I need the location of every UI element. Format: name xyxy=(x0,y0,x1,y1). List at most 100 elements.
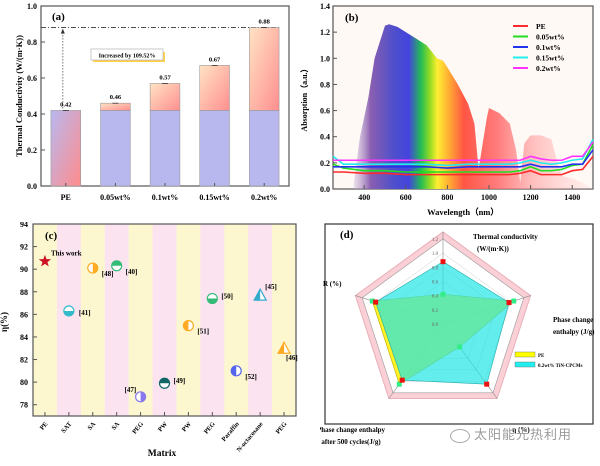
x-tick-label-c: SA xyxy=(111,421,122,432)
data-label: 0.42 xyxy=(60,101,71,108)
y-tick-label-a: 0.4 xyxy=(27,110,37,119)
y-tick-label-b: 1.2 xyxy=(320,28,330,37)
x-tick-label-c: SAT xyxy=(60,420,74,434)
data-label: 0.57 xyxy=(159,74,171,81)
star-marker-icon xyxy=(38,254,52,267)
data-point-[46]: [46] xyxy=(277,340,298,362)
x-tick-label-a: 0.05wt% xyxy=(100,193,130,202)
bar-PE xyxy=(50,110,81,187)
point-label: [50] xyxy=(221,293,233,301)
y-tick-label-b: 1.4 xyxy=(320,2,330,11)
category-band xyxy=(56,224,82,416)
legend-swatch-0.2wt% TiN-CPCMs xyxy=(514,361,536,368)
category-band xyxy=(176,224,201,416)
data-point-[45]: [45] xyxy=(253,283,277,301)
panel-label-d: (d) xyxy=(340,229,354,241)
radar-axis-label: R (%) xyxy=(323,280,342,288)
x-tick-label-a: PE xyxy=(61,193,71,202)
chart-a-svg: 0.420.460.570.670.88 0.00.20.40.60.81.0 … xyxy=(14,2,290,202)
radar-scale-label: 0.0 xyxy=(432,323,439,328)
legend-label: PE xyxy=(538,354,545,359)
point-label: [45] xyxy=(265,283,277,291)
radar-marker xyxy=(484,381,490,387)
data-label: 0.46 xyxy=(110,94,122,101)
x-tick-label-c: PEG xyxy=(203,421,217,436)
x-tick-label-c: Paraffin xyxy=(221,420,241,442)
y-tick-label-c: 78 xyxy=(20,401,28,410)
y-tick-label-c: 86 xyxy=(20,310,28,319)
wechat-logo-icon xyxy=(450,428,470,443)
legend-label: PE xyxy=(536,22,546,31)
category-band xyxy=(104,224,130,416)
watermark: 太阳能光热利用 xyxy=(450,424,572,443)
data-point-[49]: [49] xyxy=(158,377,186,389)
point-label: [47] xyxy=(125,386,137,394)
y-tick-label-a: 1.0 xyxy=(27,2,37,11)
marker-fill xyxy=(159,378,170,384)
category-band xyxy=(128,224,154,416)
x-tick-label-c: PE xyxy=(39,421,50,432)
x-tick-label-b: 1400 xyxy=(564,193,580,202)
bar-increase-0.05wt% xyxy=(100,102,131,111)
data-point-[52]: [52] xyxy=(230,365,257,381)
marker-fill xyxy=(92,263,98,274)
radar-scale-label: 0.4 xyxy=(432,295,439,300)
marker-fill xyxy=(140,391,146,402)
y-tick-label-b: 0.4 xyxy=(320,133,330,142)
radar-area-0.2wt% TiN-CPCMs xyxy=(375,261,510,385)
radar-marker xyxy=(457,344,463,350)
radar-axis-label: η (%) xyxy=(512,426,530,434)
point-label: [52] xyxy=(245,373,257,381)
data-point-[41]: [41] xyxy=(63,305,91,317)
radar-marker xyxy=(396,381,402,387)
legend-label: 0.2wt% xyxy=(536,64,561,73)
category-band xyxy=(80,224,106,416)
radar-axis-label: Phase change xyxy=(553,316,593,324)
panel-c-efficiency-comparison-chart: 78 80 82 84 86 88 90 92 94 PE SAT SA SA PEG PW PW PEG Pa… xyxy=(0,220,320,461)
series-line-PE xyxy=(333,155,594,176)
radar-scale-label: 0.8 xyxy=(432,266,439,271)
annotation-text: Increased by 109.52% xyxy=(99,54,156,60)
panel-b-absorption-chart: 0.0 0.2 0.4 0.6 0.8 1.0 1.2 1.4 400 600 800 1000 12… xyxy=(299,0,600,225)
panel-a-thermal-conductivity-chart: 0.42 0.46 0.57 0.67 0.88 0.0 0.2 0.4 0.6 0.8 1.0 … xyxy=(0,0,300,225)
radar-axis-label: Phase change enthalpy xyxy=(320,426,386,434)
y-tick-label-c: 94 xyxy=(20,222,28,229)
y-tick-label-c: 88 xyxy=(20,288,28,297)
point-label: [46] xyxy=(286,354,298,362)
x-tick-label-c: PW xyxy=(181,420,193,433)
chart-c-svg: 78 80 82 84 86 88 90 92 94 PE SAT SA SA PEG PW PW PEG Pa… xyxy=(0,220,298,459)
marker-fill xyxy=(231,365,237,376)
x-tick-label-a: 0.15wt% xyxy=(199,193,229,202)
radar-marker xyxy=(369,298,375,304)
x-axis-label-b: Wavelength（nm） xyxy=(427,207,499,217)
x-tick-label-b: 400 xyxy=(358,193,370,202)
data-point-[40]: [40] xyxy=(111,260,138,276)
radar-axis-label: after 500 cycles(J/g) xyxy=(321,438,381,446)
x-tick-label-c: PW xyxy=(157,420,169,433)
legend-label: 0.15wt% xyxy=(536,54,565,63)
radar-marker xyxy=(506,300,512,306)
annotation-bg xyxy=(90,48,164,61)
y-axis-label-c: η(%) xyxy=(0,312,9,332)
y-axis-label-a: Thermal Conductivity (W/(m·K)) xyxy=(14,35,24,157)
data-label: 0.88 xyxy=(259,19,271,26)
series-line-0.15wt% xyxy=(332,138,594,167)
point-label: This work xyxy=(51,249,82,257)
panel-label-a: (a) xyxy=(52,11,65,23)
y-tick-label-a: 0.6 xyxy=(27,74,37,83)
panel-d-radar-chart: 0.0 0.2 0.4 0.6 0.8 1.0 1.2 Thermal conductivit… xyxy=(317,222,600,461)
radar-marker xyxy=(399,377,405,383)
category-band xyxy=(224,224,249,416)
x-tick-label-c: SA xyxy=(87,421,98,432)
data-label: 0.67 xyxy=(209,56,221,63)
category-band xyxy=(248,224,273,416)
point-label: [49] xyxy=(174,377,186,385)
radar-axis-label: Thermal conductivity xyxy=(473,233,538,241)
panel-label-c: (c) xyxy=(45,230,58,242)
bar-base-0.15wt% xyxy=(199,110,230,187)
y-tick-label-b: 0.0 xyxy=(320,185,330,194)
point-label: [40] xyxy=(126,268,138,276)
y-tick-label-c: 82 xyxy=(20,356,28,365)
x-axis-label-c: Matrix xyxy=(148,449,177,459)
annotation-box: Increased by 109.52% xyxy=(90,48,165,62)
